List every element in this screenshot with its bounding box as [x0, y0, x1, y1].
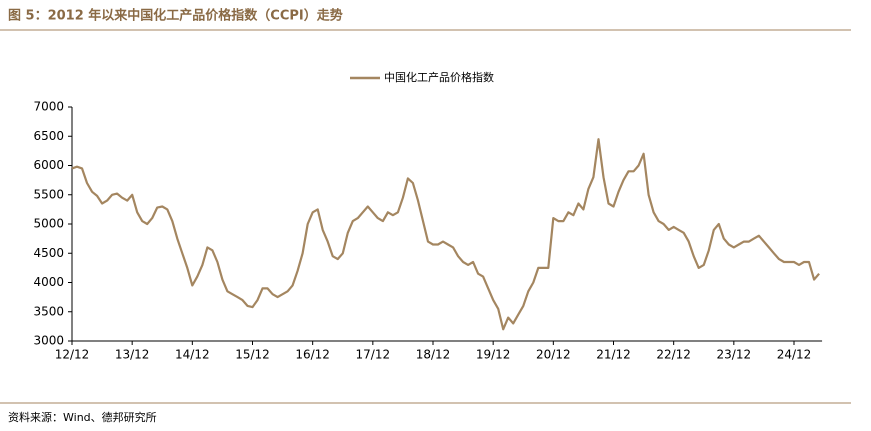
x-tick-label: 24/12 — [777, 348, 812, 362]
x-tick-label: 18/12 — [416, 348, 451, 362]
source: 资料来源：Wind、德邦研究所 — [8, 410, 157, 424]
y-tick-label: 4000 — [33, 275, 64, 289]
y-tick-label: 4500 — [33, 246, 64, 260]
x-tick-label: 19/12 — [476, 348, 511, 362]
x-tick-label: 14/12 — [175, 348, 210, 362]
y-tick-label: 3500 — [33, 304, 64, 318]
x-tick-label: 22/12 — [656, 348, 691, 362]
x-tick-label: 12/12 — [55, 348, 90, 362]
data-line — [71, 138, 820, 331]
y-tick-label: 5500 — [33, 187, 64, 201]
x-tick-label: 13/12 — [115, 348, 150, 362]
x-tick-label: 16/12 — [295, 348, 330, 362]
y-tick-label: 6000 — [33, 158, 64, 172]
x-tick-label: 15/12 — [235, 348, 270, 362]
legend-label: 中国化工产品价格指数 — [384, 70, 494, 84]
x-tick-label: 20/12 — [536, 348, 571, 362]
y-tick-label: 3000 — [33, 334, 64, 348]
y-tick-label: 6500 — [33, 129, 64, 143]
x-tick-label: 17/12 — [356, 348, 391, 362]
x-tick-label: 21/12 — [596, 348, 631, 362]
y-tick-label: 7000 — [33, 100, 64, 114]
x-tick-label: 23/12 — [717, 348, 752, 362]
figure-title: 图 5：2012 年以来中国化工产品价格指数（CCPI）走势 — [8, 8, 343, 24]
y-tick-label: 5000 — [33, 217, 64, 231]
